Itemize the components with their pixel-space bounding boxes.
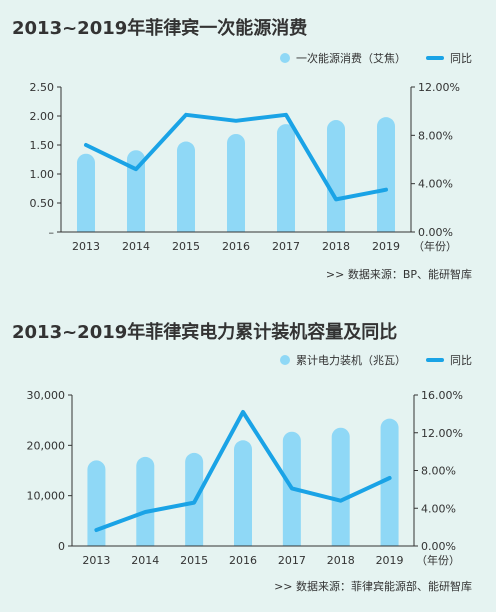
left-tick-label: 1.50	[30, 139, 55, 152]
chart-title: 2013~2019年菲律宾电力累计装机容量及同比	[12, 322, 398, 343]
x-tick-label: 2016	[229, 554, 257, 567]
right-tick-label: 12.00%	[421, 427, 463, 440]
x-tick-label: 2019	[376, 554, 404, 567]
right-tick-label: 12.00%	[418, 81, 460, 94]
x-tick-label: 2017	[272, 240, 300, 253]
chart-panel-capacity: 2013~2019年菲律宾电力累计装机容量及同比 累计电力装机（兆瓦） 同比 0…	[0, 300, 496, 612]
left-tick-label: –	[49, 226, 55, 239]
right-tick-label: 4.00%	[421, 502, 456, 515]
x-tick-label: 2017	[278, 554, 306, 567]
x-tick-label: 2014	[122, 240, 150, 253]
legend-line-swatch	[426, 358, 444, 362]
bar	[380, 418, 399, 546]
right-tick-label: 16.00%	[421, 389, 463, 402]
chart-title: 2013~2019年菲律宾一次能源消费	[12, 18, 308, 39]
left-tick-label: 2.50	[30, 81, 55, 94]
bar	[177, 141, 195, 232]
legend-bar-label: 一次能源消费（艾焦）	[296, 52, 406, 65]
left-tick-label: 1.00	[30, 168, 55, 181]
legend-bar-label: 累计电力装机（兆瓦）	[296, 354, 406, 367]
source-note: >> 数据来源：BP、能研智库	[325, 268, 472, 281]
left-tick-label: 2.00	[30, 110, 55, 123]
right-tick-label: 8.00%	[421, 465, 456, 478]
bar	[331, 427, 350, 546]
x-tick-label: 2015	[180, 554, 208, 567]
right-tick-label: 0.00%	[421, 540, 456, 553]
x-tick-label: 2018	[327, 554, 355, 567]
legend-bar-swatch	[280, 53, 290, 63]
legend: 累计电力装机（兆瓦） 同比	[280, 352, 472, 368]
x-tick-label: 2018	[322, 240, 350, 253]
bar	[77, 153, 95, 232]
left-tick-label: 30,000	[27, 389, 66, 402]
left-tick-label: 0.50	[30, 197, 55, 210]
bar	[377, 117, 395, 232]
legend-line-label: 同比	[450, 52, 472, 65]
chart-panel-energy: 2013~2019年菲律宾一次能源消费 一次能源消费（艾焦） 同比 – 0.50 1…	[0, 0, 496, 300]
bar	[277, 124, 295, 232]
x-unit-label: （年份）	[416, 553, 460, 567]
legend-bar-swatch	[280, 355, 290, 365]
bar	[227, 133, 245, 232]
bar	[136, 456, 155, 546]
chart-plot: 0 10,000 20,000 30,000 0.00% 4.00% 8.00% 12.00%…	[27, 389, 463, 567]
x-tick-label: 2015	[172, 240, 200, 253]
series-line	[84, 112, 388, 202]
right-tick-label: 0.00%	[418, 226, 453, 239]
x-tick-label: 2013	[82, 554, 110, 567]
x-tick-label: 2013	[72, 240, 100, 253]
chart-plot: – 0.50 1.00 1.50 2.00 2.50 0.00% 4.00% 8.00% 12.0…	[30, 81, 460, 253]
x-tick-label: 2019	[372, 240, 400, 253]
right-tick-label: 4.00%	[418, 178, 453, 191]
legend-line-label: 同比	[450, 354, 472, 367]
left-tick-label: 0	[58, 540, 65, 553]
bar	[327, 120, 345, 232]
source-note: >> 数据来源：菲律宾能源部、能研智库	[274, 580, 472, 593]
legend: 一次能源消费（艾焦） 同比	[280, 50, 472, 66]
series-line	[94, 410, 392, 532]
bar	[234, 440, 252, 546]
bar	[87, 460, 106, 546]
x-unit-label: （年份）	[413, 239, 457, 253]
legend-line-swatch	[426, 56, 444, 60]
x-tick-label: 2014	[131, 554, 159, 567]
left-tick-label: 10,000	[27, 490, 66, 503]
bar	[127, 150, 145, 232]
left-tick-label: 20,000	[27, 439, 66, 452]
x-tick-label: 2016	[222, 240, 250, 253]
right-tick-label: 8.00%	[418, 129, 453, 142]
